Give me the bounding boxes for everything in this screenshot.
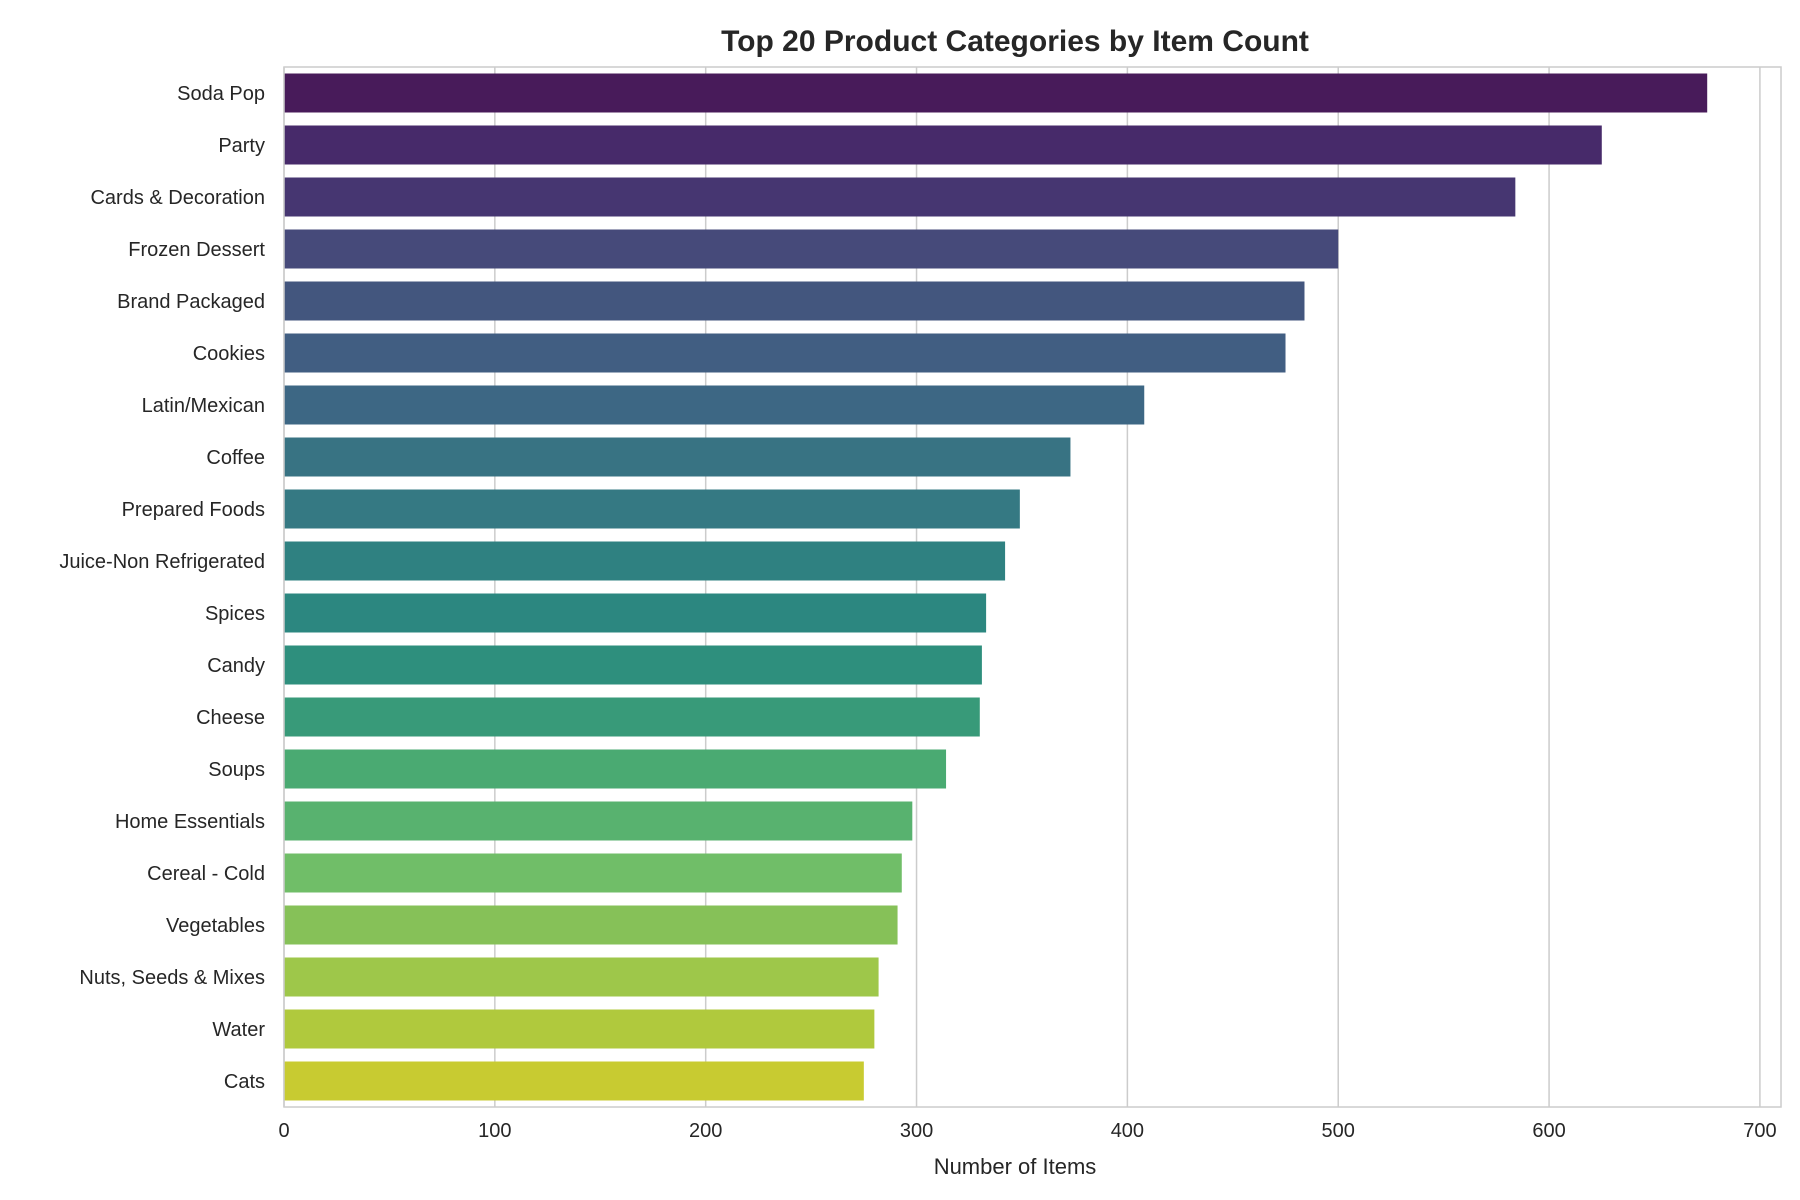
y-tick-label: Home Essentials bbox=[115, 811, 265, 833]
x-tick-label: 300 bbox=[900, 1120, 933, 1142]
bar bbox=[284, 177, 1516, 217]
x-tick-labels: 0 100 200 300 400 500 600 700 bbox=[278, 1120, 1776, 1142]
y-tick-label: Coffee bbox=[206, 447, 265, 469]
bar bbox=[284, 385, 1145, 425]
x-tick-label: 100 bbox=[478, 1120, 511, 1142]
bar bbox=[284, 1009, 875, 1049]
y-tick-label: Cereal - Cold bbox=[147, 863, 265, 885]
x-tick-label: 0 bbox=[278, 1120, 289, 1142]
y-tick-label: Water bbox=[212, 1019, 265, 1041]
bar bbox=[284, 645, 982, 685]
x-tick-label: 200 bbox=[689, 1120, 722, 1142]
x-tick-label: 700 bbox=[1743, 1120, 1776, 1142]
bar bbox=[284, 1061, 864, 1101]
bar bbox=[284, 749, 947, 789]
y-tick-label: Soda Pop bbox=[177, 83, 265, 105]
bar bbox=[284, 333, 1286, 373]
y-tick-label: Cats bbox=[224, 1071, 265, 1093]
y-tick-label: Spices bbox=[205, 603, 265, 625]
bar bbox=[284, 853, 902, 893]
y-tick-label: Nuts, Seeds & Mixes bbox=[79, 967, 265, 989]
y-tick-label: Candy bbox=[207, 655, 265, 677]
y-tick-label: Cookies bbox=[193, 343, 265, 365]
x-tick-label: 400 bbox=[1111, 1120, 1144, 1142]
y-tick-label: Soups bbox=[208, 759, 265, 781]
bar bbox=[284, 125, 1602, 165]
bar bbox=[284, 437, 1071, 477]
bar bbox=[284, 541, 1006, 581]
x-axis-label: Number of Items bbox=[934, 1154, 1097, 1179]
x-tick-label: 500 bbox=[1322, 1120, 1355, 1142]
y-tick-label: Latin/Mexican bbox=[142, 395, 265, 417]
y-tick-labels: Soda Pop Party Cards & Decoration Frozen De… bbox=[59, 83, 265, 1093]
y-tick-label: Brand Packaged bbox=[117, 291, 265, 313]
bar bbox=[284, 73, 1708, 113]
bar bbox=[284, 801, 913, 841]
y-tick-label: Juice-Non Refrigerated bbox=[59, 551, 265, 573]
bar bbox=[284, 905, 898, 945]
bar bbox=[284, 489, 1020, 529]
y-tick-label: Cards & Decoration bbox=[90, 187, 265, 209]
y-tick-label: Prepared Foods bbox=[122, 499, 265, 521]
plot-frame bbox=[283, 66, 1782, 1108]
x-tick-label: 600 bbox=[1532, 1120, 1565, 1142]
bar bbox=[284, 957, 879, 997]
bar bbox=[284, 281, 1305, 321]
bar bbox=[284, 593, 987, 633]
chart-title: Top 20 Product Categories by Item Count bbox=[721, 25, 1309, 58]
y-tick-label: Frozen Dessert bbox=[128, 239, 265, 261]
bar bbox=[284, 229, 1339, 269]
bars bbox=[284, 73, 1708, 1101]
y-tick-label: Party bbox=[218, 135, 265, 157]
y-tick-label: Cheese bbox=[196, 707, 265, 729]
bar bbox=[284, 697, 980, 737]
y-tick-label: Vegetables bbox=[166, 915, 265, 937]
